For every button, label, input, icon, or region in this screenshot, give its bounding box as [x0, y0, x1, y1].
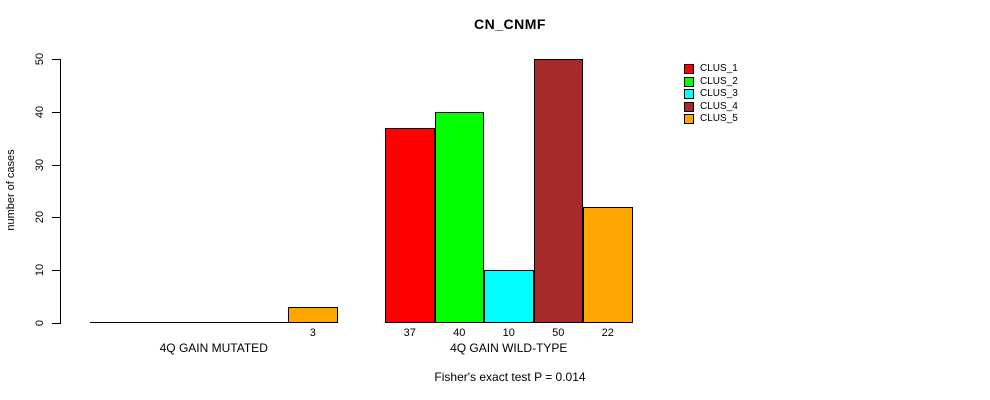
y-axis-tick	[52, 59, 60, 60]
bar-value-label: 37	[403, 327, 416, 339]
legend-swatch-icon	[684, 76, 694, 87]
y-axis-tick	[52, 323, 60, 324]
y-axis-tick-label: 30	[34, 158, 46, 171]
bar-clus-4-zero	[238, 322, 289, 323]
bar-value-label: 40	[453, 327, 466, 339]
y-axis-tick	[52, 111, 60, 113]
annotation-text: Fisher's exact test P = 0.014	[434, 370, 586, 384]
legend-item: CLUS_1	[684, 64, 738, 74]
y-axis-tick	[52, 164, 60, 166]
y-axis-tick	[52, 270, 60, 272]
legend-swatch-icon	[684, 114, 694, 124]
y-axis-tick-label: 0	[34, 319, 46, 327]
legend-item: CLUS_4	[684, 100, 738, 112]
legend-label: CLUS_3	[700, 88, 738, 99]
category-label: 4Q GAIN MUTATED	[159, 341, 268, 355]
legend-item: CLUS_5	[684, 114, 738, 124]
bar-value-label: 22	[601, 327, 614, 339]
chart-title: CN_CNMF	[474, 16, 546, 32]
legend-label: CLUS_1	[700, 63, 738, 74]
y-axis-tick-label: 50	[34, 52, 46, 66]
category-label: 4Q GAIN WILD-TYPE	[450, 341, 568, 355]
bar-value-label: 50	[552, 327, 565, 339]
bar-clus-5	[583, 206, 633, 323]
y-axis-tick-label: 20	[34, 211, 46, 224]
legend-swatch-icon	[684, 101, 694, 112]
legend-label: CLUS_5	[700, 113, 738, 124]
y-axis-tick-label: 40	[34, 105, 46, 118]
bar-clus-2-zero	[139, 322, 190, 323]
legend: CLUS_1 CLUS_2 CLUS_3 CLUS_4 CLUS_5	[684, 64, 738, 124]
bar-clus-5	[288, 307, 338, 323]
y-axis-tick-label: 10	[34, 264, 46, 277]
y-axis	[60, 59, 61, 324]
y-axis-tick	[52, 217, 60, 219]
legend-swatch-icon	[684, 64, 694, 74]
legend-label: CLUS_2	[700, 75, 738, 87]
bar-clus-3-zero	[189, 322, 240, 323]
bar-value-label: 3	[309, 327, 316, 339]
legend-item: CLUS_3	[684, 89, 738, 99]
legend-label: CLUS_4	[700, 100, 738, 112]
bar-clus-1	[385, 127, 435, 323]
bar-clus-4	[533, 59, 583, 323]
bar-clus-1-zero	[90, 322, 141, 323]
legend-item: CLUS_2	[684, 75, 738, 87]
bar-clus-3	[484, 270, 534, 323]
legend-swatch-icon	[684, 89, 694, 99]
bar-value-label: 10	[502, 327, 515, 339]
bar-clus-2	[434, 111, 484, 323]
